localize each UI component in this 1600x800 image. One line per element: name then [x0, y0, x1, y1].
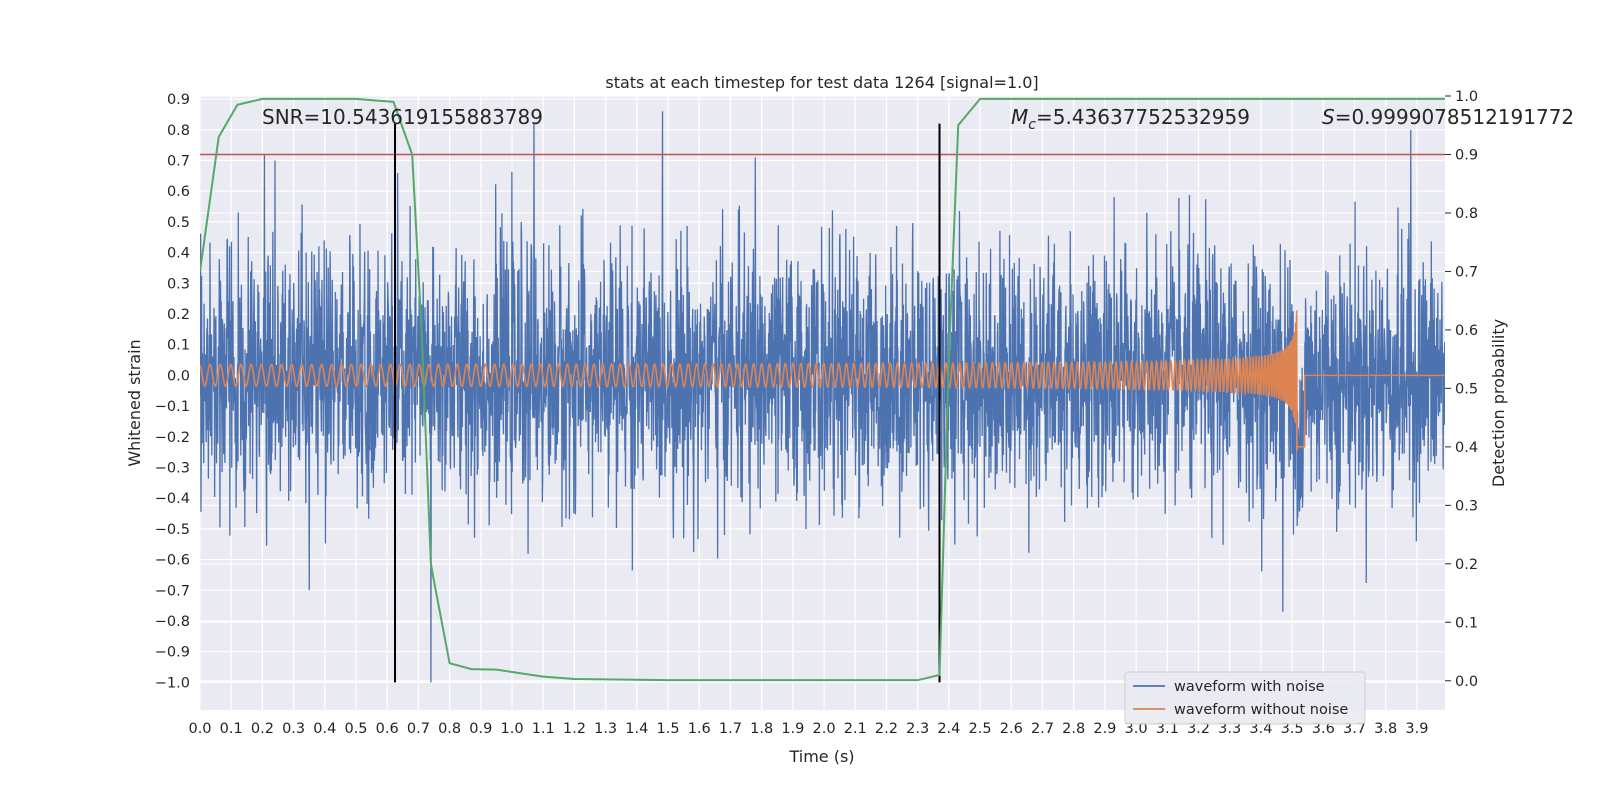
y2-tick-label: 0.4 — [1455, 440, 1478, 456]
y-tick-label: 0.3 — [167, 276, 190, 292]
x-tick-label: 1.2 — [563, 721, 586, 737]
x-tick-label: 1.8 — [750, 721, 773, 737]
x-tick-label: 2.7 — [1031, 721, 1054, 737]
y-axis-ticks: 0.9 0.8 0.7 0.6 0.5 0.4 0.3 0.2 0.1 0.0 −0.1 −0.2 −0… — [155, 92, 190, 691]
x-tick-label: 2.1 — [844, 721, 867, 737]
y-tick-label: 0.2 — [167, 307, 190, 323]
legend: waveform with noise waveform without noi… — [1124, 671, 1366, 725]
mc-symbol: M — [1011, 105, 1028, 129]
x-tick-label: 0.4 — [313, 721, 336, 737]
x-axis-ticks: 0.0 0.1 0.2 0.3 0.4 0.5 0.6 0.7 0.8 0.9 1.0 1.1 1.2 1… — [188, 721, 1428, 737]
x-tick-label: 3.6 — [1312, 721, 1335, 737]
y2-tick-label: 0.9 — [1455, 147, 1478, 163]
mc-annotation: Mc=5.43637752532959 — [1011, 105, 1250, 133]
y2-tick-label: 0.8 — [1455, 206, 1478, 222]
series-layer — [200, 97, 1445, 683]
s-symbol: S — [1322, 105, 1335, 129]
y-tick-label: −0.1 — [155, 399, 190, 415]
x-tick-label: 3.7 — [1343, 721, 1366, 737]
mc-subscript: c — [1028, 117, 1036, 133]
x-tick-label: 2.5 — [969, 721, 992, 737]
x-tick-label: 1.3 — [594, 721, 617, 737]
y2-tick-label: 0.6 — [1455, 323, 1478, 339]
series-waveform-without-noise — [200, 310, 1445, 451]
y-tick-label: −0.3 — [155, 460, 190, 476]
x-tick-label: 3.1 — [1156, 721, 1179, 737]
series-detection-probability — [200, 97, 1445, 682]
y-tick-label: −0.7 — [155, 583, 190, 599]
legend-label-noise: waveform with noise — [1174, 679, 1325, 695]
x-tick-label: 3.2 — [1187, 721, 1210, 737]
x-tick-label: 0.2 — [251, 721, 274, 737]
x-tick-label: 0.1 — [220, 721, 243, 737]
y-tick-label: −0.9 — [155, 645, 190, 661]
y-tick-label: 0.7 — [167, 153, 190, 169]
x-tick-label: 1.0 — [500, 721, 523, 737]
y-tick-label: −1.0 — [155, 675, 190, 691]
x-tick-label: 3.8 — [1374, 721, 1397, 737]
x-tick-label: 2.2 — [875, 721, 898, 737]
x-tick-label: 3.4 — [1249, 721, 1272, 737]
y2-tick-label: 0.5 — [1455, 381, 1478, 397]
x-tick-label: 2.8 — [1062, 721, 1085, 737]
chart-title: stats at each timestep for test data 126… — [605, 73, 1038, 92]
y-tick-label: −0.5 — [155, 522, 190, 538]
x-tick-label: 3.3 — [1218, 721, 1241, 737]
x-tick-label: 2.6 — [1000, 721, 1023, 737]
y-tick-label: 0.9 — [167, 92, 190, 108]
y2-axis-label: Detection probability — [1489, 319, 1508, 487]
x-tick-label: 2.0 — [813, 721, 836, 737]
y2-axis-ticks: 1.0 0.9 0.8 0.7 0.6 0.5 0.4 0.3 0.2 0.1 0.0 — [1445, 89, 1478, 690]
x-tick-label: 2.3 — [906, 721, 929, 737]
y2-tick-label: 0.0 — [1455, 674, 1478, 690]
x-tick-label: 1.1 — [532, 721, 555, 737]
y-tick-label: −0.4 — [155, 491, 190, 507]
s-annotation: S=0.9999078512191772 — [1322, 105, 1574, 129]
snr-annotation: SNR=10.543619155883789 — [262, 105, 543, 129]
y-tick-label: −0.8 — [155, 614, 190, 630]
x-tick-label: 3.0 — [1125, 721, 1148, 737]
y-axis-label: Whitened strain — [125, 339, 144, 466]
x-tick-label: 0.3 — [282, 721, 305, 737]
x-tick-label: 0.8 — [438, 721, 461, 737]
x-tick-label: 0.9 — [469, 721, 492, 737]
mc-value: =5.43637752532959 — [1036, 105, 1250, 129]
y-tick-label: 0.1 — [167, 338, 190, 354]
y2-tick-label: 0.1 — [1455, 615, 1478, 631]
x-tick-label: 0.7 — [407, 721, 430, 737]
y-tick-label: 0.5 — [167, 215, 190, 231]
y2-tick-label: 0.7 — [1455, 264, 1478, 280]
x-tick-label: 3.5 — [1281, 721, 1304, 737]
y-tick-label: −0.6 — [155, 553, 190, 569]
x-tick-label: 1.4 — [625, 721, 648, 737]
x-tick-label: 0.0 — [188, 721, 211, 737]
y-tick-label: 0.0 — [167, 368, 190, 384]
y-tick-label: −0.2 — [155, 430, 190, 446]
y2-tick-label: 1.0 — [1455, 89, 1478, 105]
x-tick-label: 3.9 — [1405, 721, 1428, 737]
y-tick-label: 0.8 — [167, 123, 190, 139]
y2-tick-label: 0.2 — [1455, 557, 1478, 573]
x-tick-label: 2.4 — [937, 721, 960, 737]
x-tick-label: 1.7 — [719, 721, 742, 737]
x-axis-label: Time (s) — [788, 747, 854, 766]
x-tick-label: 1.9 — [781, 721, 804, 737]
y2-tick-label: 0.3 — [1455, 498, 1478, 514]
x-tick-label: 1.5 — [657, 721, 680, 737]
x-tick-label: 0.6 — [376, 721, 399, 737]
series-waveform-with-noise — [200, 111, 1445, 683]
x-tick-label: 2.9 — [1093, 721, 1116, 737]
s-value: =0.9999078512191772 — [1335, 105, 1574, 129]
legend-label-clean: waveform without noise — [1174, 702, 1348, 718]
y-tick-label: 0.4 — [167, 246, 190, 262]
x-tick-label: 1.6 — [688, 721, 711, 737]
y-tick-label: 0.6 — [167, 184, 190, 200]
x-tick-label: 0.5 — [344, 721, 367, 737]
legend-box — [1124, 671, 1366, 725]
